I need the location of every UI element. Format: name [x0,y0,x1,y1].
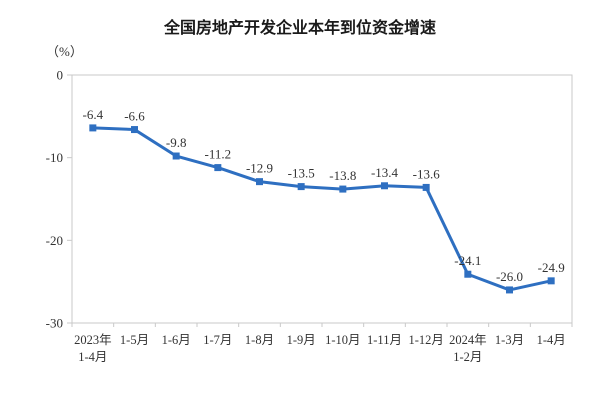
data-point-label: -9.8 [166,135,187,150]
y-axis-tick-label: 0 [57,68,64,83]
data-point-label: -11.2 [205,147,232,162]
data-point-marker [131,126,138,134]
data-point-label: -24.9 [538,260,565,275]
x-axis-category-label: 1-4月 [537,333,566,347]
x-axis-category-label: 1-3月 [495,333,524,347]
data-point-label: -12.9 [246,161,273,176]
data-point-marker [464,270,472,278]
x-axis-category-label: 1-11月 [367,333,402,347]
y-axis-tick-label: -10 [46,150,63,165]
data-point-marker [381,182,388,190]
y-axis-tick-label: -20 [46,233,63,248]
data-point-label: -13.4 [371,165,399,180]
data-point-marker [297,183,305,191]
x-axis-category-label: 1-6月 [162,333,191,347]
x-axis-category-label: 1-12月 [408,333,443,347]
data-point-marker [422,183,430,191]
data-point-marker [172,152,180,160]
data-point-label: -13.5 [288,166,315,181]
x-axis-category-label: 1-9月 [287,333,316,347]
data-point-label: -6.4 [83,107,104,122]
x-axis-category-label: 2023年 [74,333,112,347]
data-point-label: -13.6 [413,166,441,181]
y-axis-tick-label: -30 [46,316,63,331]
data-point-marker [256,178,263,186]
y-axis-unit-label: （%） [46,44,83,59]
x-axis-category-label: 1-4月 [78,350,107,364]
x-axis-category-label: 1-5月 [120,333,149,347]
data-point-label: -6.6 [124,109,145,124]
data-line [91,126,553,292]
chart-title: 全国房地产开发企业本年到位资金增速 [163,20,436,37]
data-point-label: -24.1 [454,253,481,268]
data-point-marker [89,124,97,132]
data-point-marker [506,286,513,294]
data-point-marker [339,185,347,193]
data-point-marker [547,277,555,285]
x-axis-category-label: 1-10月 [325,333,360,347]
x-axis-category-label: 1-2月 [453,350,482,364]
data-point-marker [214,164,222,172]
data-point-label: -26.0 [496,269,523,284]
x-axis-category-label: 1-7月 [203,333,232,347]
x-axis-category-label: 1-8月 [245,333,274,347]
x-axis-category-label: 2024年 [449,333,487,347]
data-point-label: -13.8 [329,168,356,183]
